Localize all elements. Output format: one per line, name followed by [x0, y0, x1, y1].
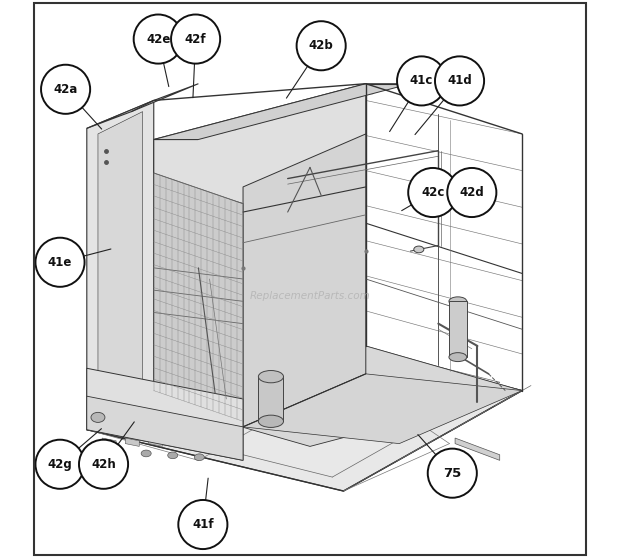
Polygon shape: [87, 396, 243, 460]
Circle shape: [41, 65, 90, 114]
Ellipse shape: [449, 297, 467, 306]
Polygon shape: [87, 100, 154, 430]
Ellipse shape: [141, 450, 151, 457]
Polygon shape: [243, 134, 366, 427]
Circle shape: [134, 15, 183, 64]
Ellipse shape: [194, 454, 205, 460]
Circle shape: [35, 238, 84, 287]
Circle shape: [428, 449, 477, 498]
Polygon shape: [87, 368, 243, 460]
Text: 42c: 42c: [421, 186, 445, 199]
Polygon shape: [154, 84, 366, 402]
Polygon shape: [102, 438, 116, 446]
Circle shape: [435, 56, 484, 105]
Text: 42h: 42h: [91, 458, 116, 471]
Text: 42b: 42b: [309, 39, 334, 52]
Circle shape: [296, 21, 346, 70]
Text: 42d: 42d: [459, 186, 484, 199]
Polygon shape: [259, 377, 283, 421]
Ellipse shape: [449, 353, 467, 362]
Polygon shape: [449, 301, 467, 357]
Polygon shape: [87, 84, 198, 128]
Polygon shape: [148, 438, 162, 446]
Circle shape: [179, 500, 228, 549]
Text: 41d: 41d: [447, 74, 472, 88]
Ellipse shape: [91, 412, 105, 422]
Circle shape: [79, 440, 128, 489]
Text: 42a: 42a: [53, 83, 78, 96]
Polygon shape: [243, 374, 522, 444]
Polygon shape: [154, 173, 243, 421]
Circle shape: [35, 440, 84, 489]
Text: 42g: 42g: [48, 458, 73, 471]
Text: 41f: 41f: [192, 518, 214, 531]
Text: 41c: 41c: [410, 74, 433, 88]
Ellipse shape: [167, 452, 178, 459]
Circle shape: [408, 168, 458, 217]
Polygon shape: [154, 346, 522, 446]
Text: 41e: 41e: [48, 256, 72, 269]
Polygon shape: [455, 438, 500, 460]
Circle shape: [171, 15, 220, 64]
Ellipse shape: [414, 246, 424, 253]
Polygon shape: [125, 438, 140, 446]
Text: 75: 75: [443, 466, 461, 480]
Text: 42e: 42e: [146, 32, 170, 46]
Polygon shape: [154, 84, 410, 140]
Ellipse shape: [113, 448, 123, 455]
Polygon shape: [98, 112, 143, 421]
Circle shape: [447, 168, 497, 217]
Ellipse shape: [259, 415, 283, 427]
Text: 42f: 42f: [185, 32, 206, 46]
Polygon shape: [154, 179, 243, 427]
Polygon shape: [87, 329, 522, 491]
Text: ReplacementParts.com: ReplacementParts.com: [250, 291, 370, 301]
Circle shape: [397, 56, 446, 105]
Ellipse shape: [259, 371, 283, 383]
